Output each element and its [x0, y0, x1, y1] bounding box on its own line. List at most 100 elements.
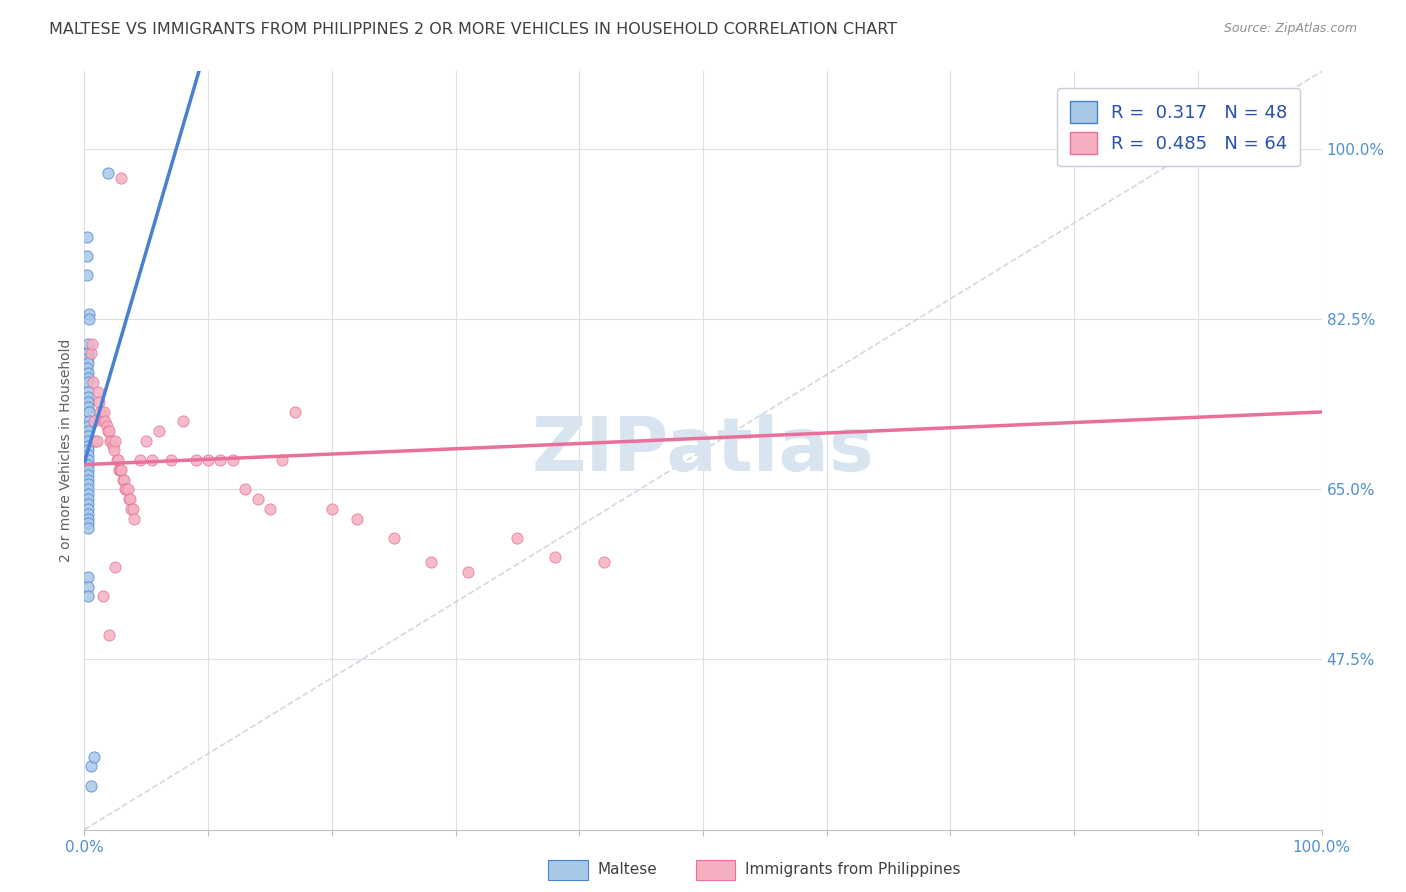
Point — [77, 580, 100, 594]
Point — [77, 356, 100, 370]
Point — [79, 404, 101, 418]
Point — [77, 419, 100, 434]
Point — [117, 483, 139, 497]
Point — [77, 453, 100, 467]
Point — [77, 483, 100, 497]
Point — [80, 336, 103, 351]
Point — [77, 487, 100, 501]
Point — [79, 312, 101, 326]
Point — [94, 414, 117, 428]
Point — [110, 171, 132, 186]
Point — [98, 434, 121, 448]
Point — [107, 453, 129, 467]
Point — [129, 453, 152, 467]
Point — [79, 414, 101, 428]
Point — [98, 424, 121, 438]
Point — [77, 429, 100, 443]
Point — [77, 516, 100, 531]
Point — [506, 531, 529, 545]
Point — [76, 268, 98, 283]
Point — [77, 395, 100, 409]
Point — [121, 501, 143, 516]
Point — [79, 759, 101, 773]
Point — [90, 409, 112, 424]
Point — [77, 477, 100, 491]
Point — [114, 483, 136, 497]
Text: MALTESE VS IMMIGRANTS FROM PHILIPPINES 2 OR MORE VEHICLES IN HOUSEHOLD CORRELATI: MALTESE VS IMMIGRANTS FROM PHILIPPINES 2… — [49, 22, 897, 37]
Point — [82, 376, 104, 390]
Point — [84, 434, 107, 448]
Point — [77, 511, 100, 525]
Point — [97, 424, 120, 438]
Point — [77, 366, 100, 380]
Point — [83, 749, 105, 764]
Point — [110, 463, 132, 477]
Point — [77, 570, 100, 584]
Point — [87, 385, 110, 400]
Point — [79, 307, 101, 321]
Point — [91, 414, 114, 428]
Point — [120, 501, 142, 516]
Point — [104, 560, 127, 574]
Point — [101, 439, 124, 453]
Point — [77, 424, 100, 438]
Point — [77, 370, 100, 384]
Point — [284, 404, 307, 418]
Point — [77, 501, 100, 516]
Point — [86, 434, 108, 448]
Point — [76, 360, 98, 375]
Point — [209, 453, 232, 467]
Point — [77, 400, 100, 414]
Point — [77, 376, 100, 390]
Point — [104, 434, 127, 448]
Point — [593, 555, 616, 569]
Point — [98, 628, 121, 642]
Point — [77, 521, 100, 535]
Point — [89, 404, 111, 418]
Point — [184, 453, 207, 467]
Point — [91, 589, 114, 603]
Point — [77, 434, 100, 448]
Point — [76, 249, 98, 263]
Point — [172, 414, 194, 428]
Point — [77, 385, 100, 400]
Point — [77, 336, 100, 351]
Point — [122, 511, 145, 525]
Point — [105, 453, 128, 467]
Point — [346, 511, 368, 525]
Point — [77, 390, 100, 404]
Point — [543, 550, 565, 565]
Point — [96, 419, 118, 434]
Point — [135, 434, 157, 448]
Point — [108, 463, 131, 477]
Point — [110, 463, 132, 477]
Point — [77, 497, 100, 511]
Point — [233, 483, 256, 497]
Point — [382, 531, 405, 545]
Point — [246, 491, 269, 506]
Point — [77, 467, 100, 482]
Legend: R =  0.317   N = 48, R =  0.485   N = 64: R = 0.317 N = 48, R = 0.485 N = 64 — [1057, 88, 1301, 166]
Y-axis label: 2 or more Vehicles in Household: 2 or more Vehicles in Household — [59, 339, 73, 562]
Point — [197, 453, 219, 467]
Point — [112, 473, 135, 487]
Point — [1249, 147, 1271, 161]
Point — [77, 351, 100, 365]
Point — [77, 443, 100, 458]
Point — [77, 458, 100, 472]
Point — [160, 453, 183, 467]
Point — [103, 443, 125, 458]
Text: Immigrants from Philippines: Immigrants from Philippines — [745, 863, 960, 877]
Point — [77, 448, 100, 462]
Point — [77, 463, 100, 477]
Point — [77, 346, 100, 360]
Point — [93, 404, 115, 418]
Point — [83, 414, 105, 428]
Point — [77, 507, 100, 521]
Point — [111, 473, 134, 487]
Point — [89, 395, 111, 409]
Point — [271, 453, 294, 467]
Point — [77, 491, 100, 506]
Point — [118, 491, 141, 506]
Point — [457, 565, 479, 579]
